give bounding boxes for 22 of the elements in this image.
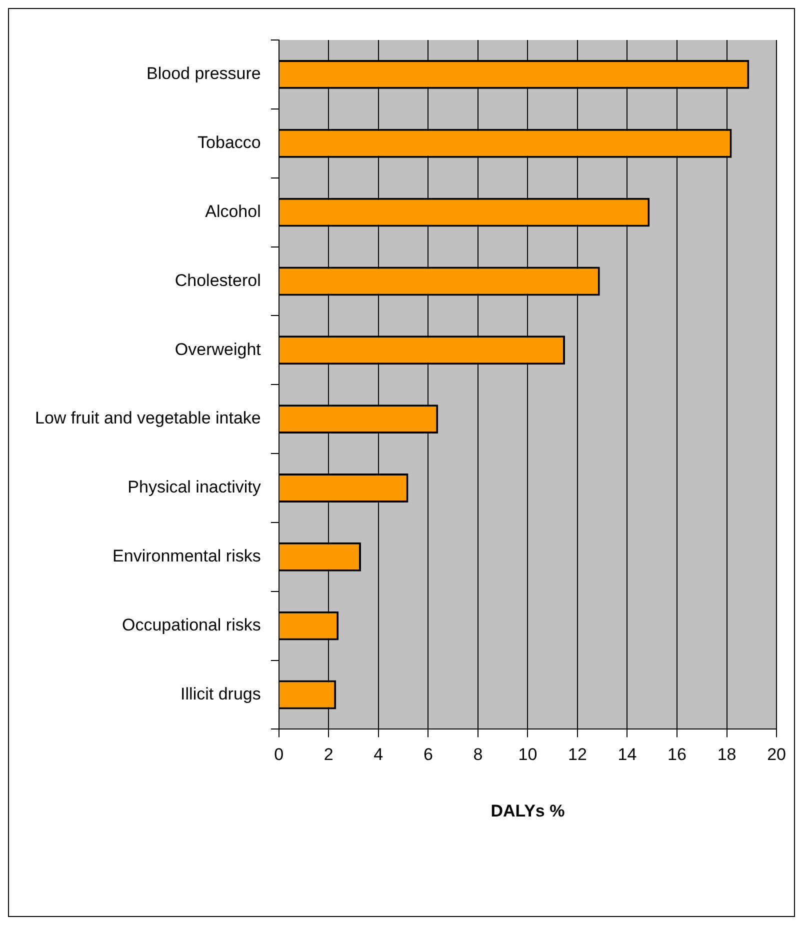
x-tick-label: 6: [423, 745, 433, 764]
y-tick-label: Physical inactivity: [128, 478, 262, 497]
x-tick-label: 12: [568, 745, 587, 764]
x-tick-label: 8: [473, 745, 483, 764]
x-tick-label: 4: [374, 745, 384, 764]
x-tick-label: 0: [274, 745, 284, 764]
y-tick-label: Illicit drugs: [180, 684, 261, 704]
y-tick-label: Occupational risks: [122, 616, 261, 635]
y-tick-label: Alcohol: [205, 202, 261, 221]
x-tick-label: 2: [324, 745, 334, 764]
x-tick-label: 14: [618, 745, 637, 764]
y-tick-label: Cholesterol: [174, 270, 261, 290]
x-tick-label: 16: [668, 745, 686, 764]
y-tick-label: Overweight: [174, 340, 262, 359]
y-tick-label: Environmental risks: [112, 546, 261, 566]
x-tick-label: 20: [767, 745, 786, 764]
y-tick-label: Blood pressure: [146, 64, 261, 84]
x-axis-title: DALYs %: [490, 801, 565, 820]
y-tick-label: Tobacco: [198, 133, 261, 152]
x-tick-label: 10: [518, 745, 538, 764]
x-tick-label: 18: [717, 745, 736, 764]
y-tick-label: Low fruit and vegetable intake: [35, 408, 261, 428]
